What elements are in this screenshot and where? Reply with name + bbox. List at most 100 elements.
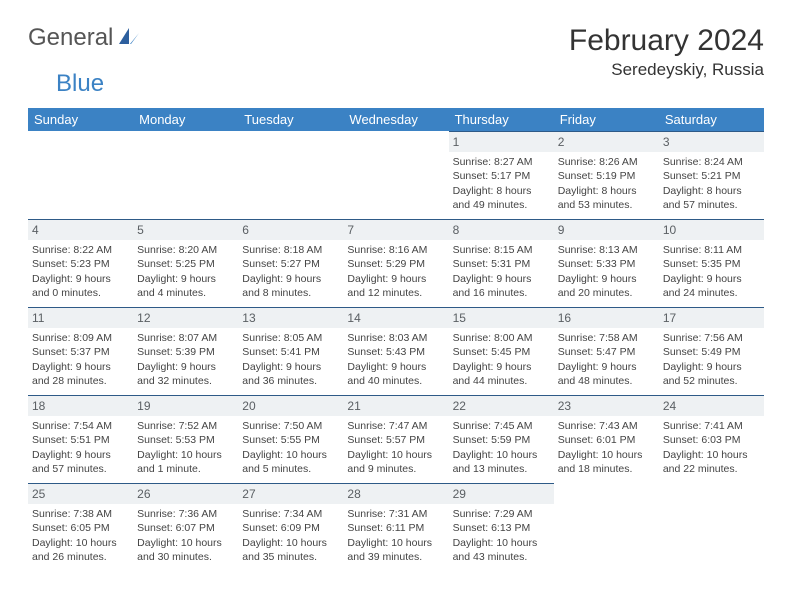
weekday-thursday: Thursday (449, 108, 554, 131)
sunrise-text: Sunrise: 8:09 AM (32, 331, 129, 345)
location: Seredeyskiy, Russia (569, 60, 764, 80)
daylight-text: Daylight: 9 hours and 16 minutes. (453, 272, 550, 300)
day-cell-10: 10Sunrise: 8:11 AMSunset: 5:35 PMDayligh… (659, 219, 764, 307)
daylight-text: Daylight: 9 hours and 12 minutes. (347, 272, 444, 300)
sunrise-text: Sunrise: 8:05 AM (242, 331, 339, 345)
day-cell-12: 12Sunrise: 8:07 AMSunset: 5:39 PMDayligh… (133, 307, 238, 395)
day-number: 23 (554, 395, 659, 416)
title-block: February 2024 Seredeyskiy, Russia (569, 24, 764, 80)
sunset-text: Sunset: 5:39 PM (137, 345, 234, 359)
empty-cell (659, 483, 764, 571)
daylight-text: Daylight: 10 hours and 18 minutes. (558, 448, 655, 476)
day-number: 25 (28, 483, 133, 504)
day-number: 18 (28, 395, 133, 416)
logo-text-general: General (28, 24, 113, 52)
day-cell-2: 2Sunrise: 8:26 AMSunset: 5:19 PMDaylight… (554, 131, 659, 219)
day-cell-15: 15Sunrise: 8:00 AMSunset: 5:45 PMDayligh… (449, 307, 554, 395)
sunset-text: Sunset: 5:55 PM (242, 433, 339, 447)
sunset-text: Sunset: 5:47 PM (558, 345, 655, 359)
sunset-text: Sunset: 5:33 PM (558, 257, 655, 271)
day-cell-13: 13Sunrise: 8:05 AMSunset: 5:41 PMDayligh… (238, 307, 343, 395)
sunrise-text: Sunrise: 7:41 AM (663, 419, 760, 433)
daylight-text: Daylight: 9 hours and 8 minutes. (242, 272, 339, 300)
sunrise-text: Sunrise: 7:29 AM (453, 507, 550, 521)
day-cell-5: 5Sunrise: 8:20 AMSunset: 5:25 PMDaylight… (133, 219, 238, 307)
sunset-text: Sunset: 6:03 PM (663, 433, 760, 447)
sunset-text: Sunset: 6:11 PM (347, 521, 444, 535)
day-number: 13 (238, 307, 343, 328)
sunrise-text: Sunrise: 7:38 AM (32, 507, 129, 521)
day-number: 8 (449, 219, 554, 240)
weekday-saturday: Saturday (659, 108, 764, 131)
day-cell-24: 24Sunrise: 7:41 AMSunset: 6:03 PMDayligh… (659, 395, 764, 483)
sunrise-text: Sunrise: 8:20 AM (137, 243, 234, 257)
daylight-text: Daylight: 9 hours and 32 minutes. (137, 360, 234, 388)
day-cell-19: 19Sunrise: 7:52 AMSunset: 5:53 PMDayligh… (133, 395, 238, 483)
day-cell-27: 27Sunrise: 7:34 AMSunset: 6:09 PMDayligh… (238, 483, 343, 571)
sunset-text: Sunset: 5:17 PM (453, 169, 550, 183)
day-cell-6: 6Sunrise: 8:18 AMSunset: 5:27 PMDaylight… (238, 219, 343, 307)
sunrise-text: Sunrise: 7:31 AM (347, 507, 444, 521)
sunset-text: Sunset: 5:25 PM (137, 257, 234, 271)
logo-text-blue: Blue (56, 70, 104, 98)
sunrise-text: Sunrise: 8:27 AM (453, 155, 550, 169)
day-cell-20: 20Sunrise: 7:50 AMSunset: 5:55 PMDayligh… (238, 395, 343, 483)
daylight-text: Daylight: 10 hours and 1 minute. (137, 448, 234, 476)
sunset-text: Sunset: 5:23 PM (32, 257, 129, 271)
sunset-text: Sunset: 6:05 PM (32, 521, 129, 535)
sunset-text: Sunset: 6:01 PM (558, 433, 655, 447)
sunrise-text: Sunrise: 7:52 AM (137, 419, 234, 433)
day-number: 11 (28, 307, 133, 328)
sunrise-text: Sunrise: 8:13 AM (558, 243, 655, 257)
weekday-friday: Friday (554, 108, 659, 131)
daylight-text: Daylight: 10 hours and 9 minutes. (347, 448, 444, 476)
sunrise-text: Sunrise: 8:07 AM (137, 331, 234, 345)
logo: General (28, 24, 143, 52)
sunrise-text: Sunrise: 7:47 AM (347, 419, 444, 433)
daylight-text: Daylight: 10 hours and 39 minutes. (347, 536, 444, 564)
weekday-wednesday: Wednesday (343, 108, 448, 131)
daylight-text: Daylight: 10 hours and 5 minutes. (242, 448, 339, 476)
sunrise-text: Sunrise: 8:22 AM (32, 243, 129, 257)
day-number: 24 (659, 395, 764, 416)
day-number: 22 (449, 395, 554, 416)
sunset-text: Sunset: 5:41 PM (242, 345, 339, 359)
sunrise-text: Sunrise: 8:03 AM (347, 331, 444, 345)
sunset-text: Sunset: 6:13 PM (453, 521, 550, 535)
sunrise-text: Sunrise: 7:45 AM (453, 419, 550, 433)
daylight-text: Daylight: 9 hours and 52 minutes. (663, 360, 760, 388)
empty-cell (238, 131, 343, 219)
day-number: 20 (238, 395, 343, 416)
sunset-text: Sunset: 5:51 PM (32, 433, 129, 447)
sunrise-text: Sunrise: 8:11 AM (663, 243, 760, 257)
weekday-sunday: Sunday (28, 108, 133, 131)
weekday-header-row: Sunday Monday Tuesday Wednesday Thursday… (28, 108, 764, 131)
day-cell-25: 25Sunrise: 7:38 AMSunset: 6:05 PMDayligh… (28, 483, 133, 571)
calendar-row: 4 Sunrise: 8:22 AMSunset: 5:23 PM Daylight… (28, 219, 764, 307)
day-number: 17 (659, 307, 764, 328)
sunset-text: Sunset: 5:31 PM (453, 257, 550, 271)
day-cell-3: 3Sunrise: 8:24 AMSunset: 5:21 PMDaylight… (659, 131, 764, 219)
day-number: 27 (238, 483, 343, 504)
daylight-text: Daylight: 9 hours and 40 minutes. (347, 360, 444, 388)
sunrise-text: Sunrise: 8:26 AM (558, 155, 655, 169)
daylight-text: Daylight: 10 hours and 30 minutes. (137, 536, 234, 564)
day-number: 9 (554, 219, 659, 240)
daylight-text: Daylight: 10 hours and 13 minutes. (453, 448, 550, 476)
daylight-text: Daylight: 8 hours and 57 minutes. (663, 184, 760, 212)
sunrise-text: Sunrise: 8:00 AM (453, 331, 550, 345)
day-number: 14 (343, 307, 448, 328)
daylight-text: Daylight: 9 hours and 57 minutes. (32, 448, 129, 476)
day-cell-23: 23Sunrise: 7:43 AMSunset: 6:01 PMDayligh… (554, 395, 659, 483)
day-cell-4: 4Sunrise: 8:22 AMSunset: 5:23 PMDaylight… (28, 219, 133, 307)
daylight-text: Daylight: 9 hours and 48 minutes. (558, 360, 655, 388)
day-cell-8: 8Sunrise: 8:15 AMSunset: 5:31 PMDaylight… (449, 219, 554, 307)
logo-sail-icon (117, 26, 141, 51)
day-number: 4 (28, 219, 133, 240)
calendar-row: 18Sunrise: 7:54 AMSunset: 5:51 PMDayligh… (28, 395, 764, 483)
day-number: 19 (133, 395, 238, 416)
weekday-monday: Monday (133, 108, 238, 131)
sunset-text: Sunset: 6:09 PM (242, 521, 339, 535)
calendar-body: 1Sunrise: 8:27 AMSunset: 5:17 PMDaylight… (28, 131, 764, 571)
day-number: 5 (133, 219, 238, 240)
